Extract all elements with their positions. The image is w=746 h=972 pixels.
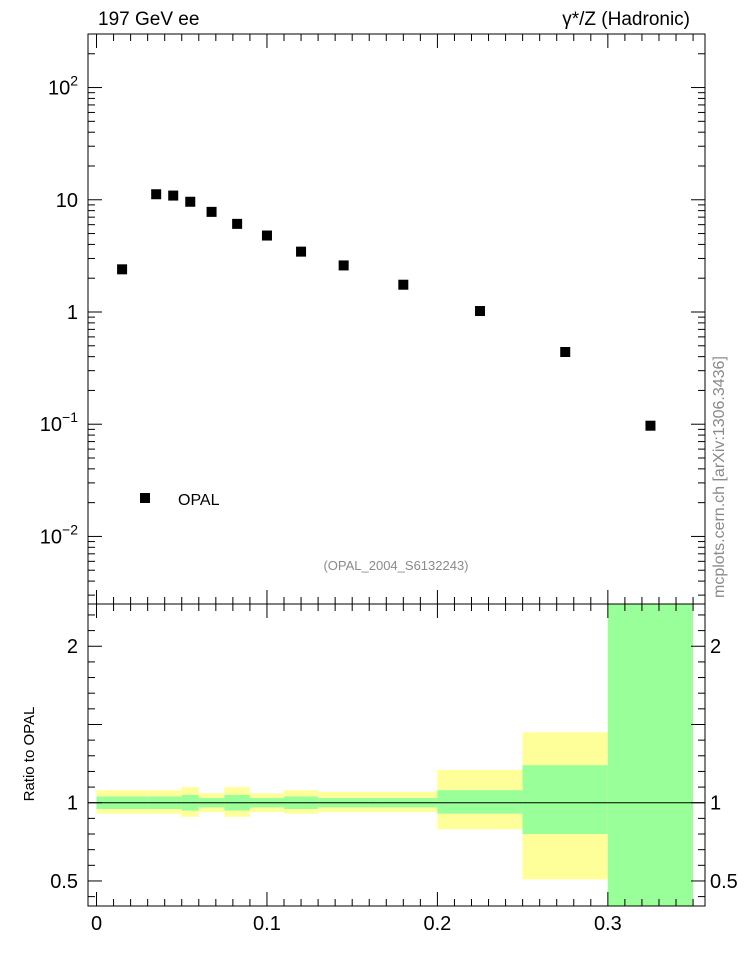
main-y-tick-label: 10−1 [40, 409, 78, 436]
main-y-tick-label: 1 [67, 302, 78, 324]
ratio-y-tick-label-right: 0.5 [710, 871, 738, 893]
ratio-band-inner [522, 765, 608, 835]
ratio-panel: 0.5 0.5 1 1 2 2 0 0.1 0.2 0.3 Ratio to OPAL [21, 603, 738, 935]
main-frame [87, 33, 706, 605]
ratio-y-axis-label: Ratio to OPAL [21, 707, 38, 802]
legend: OPAL [140, 492, 220, 509]
data-points [117, 189, 656, 431]
x-tick-label: 0.3 [594, 913, 622, 935]
data-point [168, 190, 179, 201]
main-y-tick-labels: 10−2 10−1 1 10 102 [40, 73, 78, 549]
data-point [117, 264, 128, 275]
data-point [185, 196, 196, 207]
data-point [645, 420, 656, 431]
main-y-tick-label: 10 [56, 190, 78, 212]
ratio-y-tick-label: 2 [67, 636, 78, 658]
data-point [261, 230, 272, 241]
main-panel: 10−2 10−1 1 10 102 OPAL (OPAL_2004_S6132243) [40, 33, 706, 605]
ratio-y-tick-label-right: 2 [710, 636, 721, 658]
ratio-band-inner [437, 790, 523, 814]
ratio-band-inner [607, 604, 694, 906]
legend-marker [140, 493, 150, 503]
ratio-bands [96, 604, 694, 906]
ratio-axis-ticks [88, 604, 705, 906]
side-label: mcplots.cern.ch [arXiv:1306.3436] [711, 356, 728, 598]
left-title: 197 GeV ee [98, 9, 199, 30]
data-point [206, 206, 217, 217]
data-point [232, 218, 243, 229]
ratio-frame [87, 603, 706, 907]
analysis-label: (OPAL_2004_S6132243) [323, 558, 468, 573]
data-point [338, 260, 349, 271]
ratio-y-tick-label: 1 [67, 793, 78, 815]
data-point [560, 347, 571, 358]
main-y-tick-label: 102 [48, 73, 78, 100]
x-tick-label: 0.2 [423, 913, 451, 935]
main-axis-ticks [88, 33, 705, 604]
legend-label: OPAL [178, 492, 220, 509]
ratio-tick-labels: 0.5 0.5 1 1 2 2 0 0.1 0.2 0.3 [50, 636, 738, 935]
data-point [296, 246, 307, 257]
right-title: γ*/Z (Hadronic) [562, 9, 690, 30]
data-point [398, 279, 409, 290]
ratio-y-tick-label-right: 1 [710, 793, 721, 815]
ratio-y-tick-label: 0.5 [50, 871, 78, 893]
data-point [475, 306, 486, 317]
data-point [151, 189, 162, 200]
x-tick-label: 0 [91, 913, 102, 935]
x-tick-label: 0.1 [253, 913, 281, 935]
main-y-tick-label: 10−2 [40, 521, 78, 548]
